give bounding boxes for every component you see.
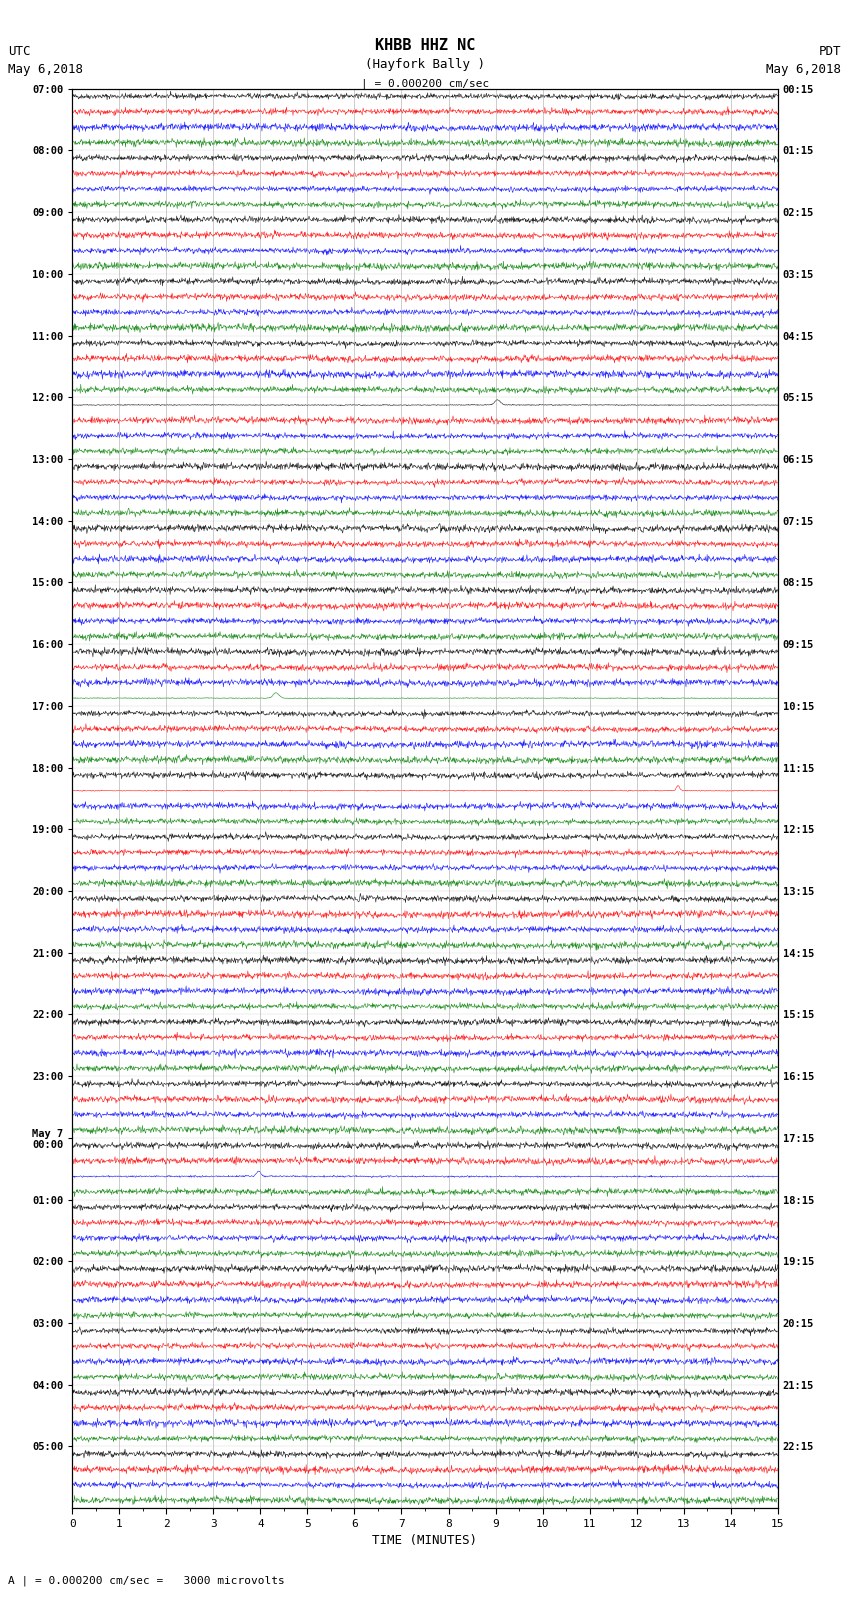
Text: | = 0.000200 cm/sec: | = 0.000200 cm/sec bbox=[361, 79, 489, 89]
Text: May 6,2018: May 6,2018 bbox=[8, 63, 83, 76]
Text: PDT: PDT bbox=[819, 45, 842, 58]
Text: (Hayfork Bally ): (Hayfork Bally ) bbox=[365, 58, 485, 71]
Text: A | = 0.000200 cm/sec =   3000 microvolts: A | = 0.000200 cm/sec = 3000 microvolts bbox=[8, 1576, 286, 1586]
X-axis label: TIME (MINUTES): TIME (MINUTES) bbox=[372, 1534, 478, 1547]
Text: KHBB HHZ NC: KHBB HHZ NC bbox=[375, 37, 475, 53]
Text: May 6,2018: May 6,2018 bbox=[767, 63, 842, 76]
Text: UTC: UTC bbox=[8, 45, 31, 58]
